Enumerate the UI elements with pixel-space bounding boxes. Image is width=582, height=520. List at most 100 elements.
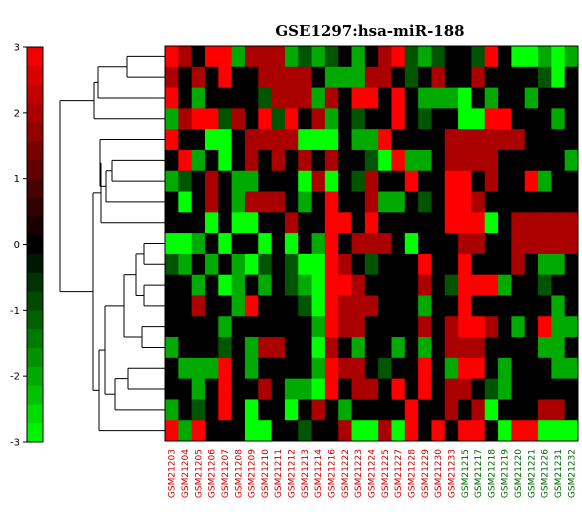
heatmap-cell	[484, 87, 499, 109]
heatmap-cell	[178, 316, 193, 338]
heatmap-cell	[178, 337, 193, 359]
heatmap-cell	[271, 337, 286, 359]
heatmap-cell	[378, 378, 392, 400]
heatmap-cell	[551, 170, 566, 192]
heatmap-cell	[311, 108, 326, 130]
color-scale-segment	[27, 423, 43, 443]
heatmap-cell	[564, 420, 579, 442]
heatmap-cell	[258, 191, 272, 213]
heatmap-cell	[484, 274, 499, 296]
heatmap-cell	[165, 357, 179, 380]
sample-label: GSM21212	[288, 449, 298, 498]
heatmap-cell	[444, 129, 459, 151]
heatmap-cell	[458, 295, 472, 317]
heatmap-cell	[165, 233, 179, 255]
heatmap-cell	[404, 108, 419, 130]
heatmap-cell	[244, 378, 259, 400]
heatmap-cell	[191, 66, 206, 88]
heatmap-cell	[471, 46, 486, 68]
heatmap-cell	[271, 46, 286, 68]
heatmap-cell	[538, 295, 552, 317]
heatmap-cell	[551, 87, 566, 109]
heatmap-cell	[484, 66, 499, 88]
heatmap-cell	[204, 212, 219, 234]
heatmap-cell	[284, 378, 299, 400]
heatmap-cell	[231, 149, 246, 172]
heatmap-cell	[338, 357, 352, 380]
heatmap-cell	[551, 66, 566, 88]
heatmap-cell	[538, 316, 552, 338]
heatmap-cell	[431, 316, 446, 338]
heatmap-cell	[311, 212, 326, 234]
heatmap-cell	[204, 399, 219, 421]
heatmap-cell	[258, 357, 272, 380]
heatmap-cell	[498, 191, 512, 213]
color-scale-segment	[27, 253, 43, 274]
heatmap-cell	[284, 46, 299, 68]
heatmap-cell	[391, 378, 406, 400]
heatmap-cell	[231, 108, 246, 130]
heatmap-cell	[404, 66, 419, 88]
heatmap-cell	[204, 357, 219, 380]
sample-label: GSM21205	[194, 449, 204, 498]
heatmap-cell	[231, 233, 246, 255]
heatmap-cell	[391, 129, 406, 151]
heatmap-cell	[404, 399, 419, 421]
heatmap-cell	[524, 253, 539, 276]
heatmap-cell	[284, 87, 299, 109]
heatmap-cell	[444, 170, 459, 192]
heatmap-cell	[458, 87, 472, 109]
heatmap-cell	[471, 129, 486, 151]
heatmap-cell	[551, 212, 566, 234]
heatmap-cell	[324, 399, 339, 421]
heatmap-cell	[218, 274, 233, 296]
heatmap-cell	[378, 149, 392, 172]
heatmap-cell	[471, 295, 486, 317]
heatmap-cell	[511, 170, 526, 192]
heatmap-cell	[418, 212, 432, 234]
heatmap-cell	[298, 378, 312, 400]
heatmap-cell	[165, 337, 179, 359]
color-scale-segment	[27, 178, 43, 198]
heatmap-cell	[431, 212, 446, 234]
heatmap-cell	[364, 274, 379, 296]
heatmap-cell	[444, 357, 459, 380]
heatmap-cell	[431, 233, 446, 255]
color-scale-tick-label: -2	[10, 372, 20, 383]
heatmap-cell	[178, 274, 193, 296]
heatmap-cell	[204, 149, 219, 172]
heatmap-cell	[218, 149, 233, 172]
heatmap-cell	[391, 316, 406, 338]
heatmap-cell	[178, 253, 193, 276]
sample-label: GSM21218	[487, 449, 497, 498]
heatmap-cell	[351, 66, 366, 88]
heatmap-cell	[391, 212, 406, 234]
heatmap-cell	[218, 233, 233, 255]
heatmap-cell	[444, 233, 459, 255]
heatmap-cell	[351, 212, 366, 234]
heatmap-cell	[311, 129, 326, 151]
heatmap-cell	[271, 295, 286, 317]
heatmap-cell	[324, 420, 339, 442]
heatmap-cell	[564, 337, 579, 359]
heatmap-cell	[311, 295, 326, 317]
sample-label: GSM21228	[407, 449, 417, 498]
heatmap-cell	[471, 274, 486, 296]
heatmap-cell	[538, 378, 552, 400]
heatmap-cell	[324, 316, 339, 338]
heatmap-cell	[538, 66, 552, 88]
heatmap-cell	[364, 233, 379, 255]
heatmap-cell	[204, 66, 219, 88]
heatmap-cell	[338, 253, 352, 276]
heatmap-cell	[351, 295, 366, 317]
heatmap-cell	[258, 295, 272, 317]
heatmap-cell	[524, 233, 539, 255]
heatmap-cell	[564, 170, 579, 192]
heatmap-cell	[324, 253, 339, 276]
heatmap-cell	[538, 337, 552, 359]
heatmap-cell	[378, 295, 392, 317]
heatmap-cell	[524, 46, 539, 68]
heatmap-cell	[284, 316, 299, 338]
heatmap-cell	[498, 357, 512, 380]
